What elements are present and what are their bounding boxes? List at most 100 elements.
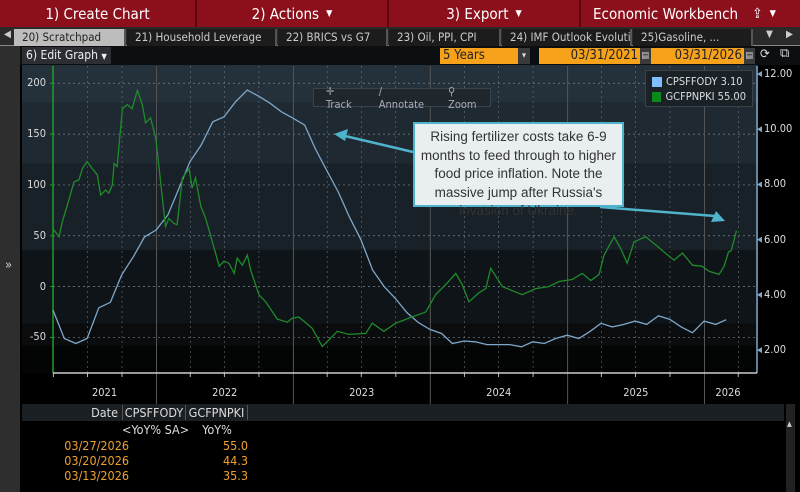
x-axis-year-label: 2021 [91, 386, 118, 399]
scroll-up-icon[interactable]: ▲ [787, 420, 792, 428]
right-axis-label: 10.00 [764, 122, 793, 136]
edit-graph-button[interactable]: 6) Edit Graph ▼ [22, 47, 111, 64]
col-date[interactable]: Date [91, 405, 118, 420]
left-axis-label: 200 [27, 76, 46, 90]
create-chart-button[interactable]: 1) Create Chart [0, 0, 197, 27]
chevron-down-icon: ▼ [515, 8, 522, 19]
left-axis-label: -50 [29, 330, 46, 344]
tab-scratchpad[interactable]: 20) Scratchpad [14, 29, 126, 46]
zoom-button[interactable]: ⚲ Zoom [436, 85, 490, 111]
legend-item-gcfpnpki[interactable]: GCFPNPKI 55.00 [652, 89, 746, 104]
arrowhead-icon [334, 129, 348, 141]
legend-swatch [652, 76, 662, 87]
left-axis-label: 100 [27, 177, 46, 191]
chevron-down-icon: ▼ [326, 8, 333, 19]
x-axis-year-label: 2024 [486, 386, 512, 399]
legend-value: 3.10 [720, 75, 743, 88]
data-table: Date CPSFFODY GCFPNPKI <YoY% SA> YoY% 03… [22, 404, 795, 492]
table-cell-date: 03/20/2026 [64, 453, 129, 468]
sub-gcfpnpki: YoY% [202, 422, 232, 437]
chevron-down-icon: ▼ [101, 52, 107, 61]
right-axis-label: 8.00 [764, 177, 787, 191]
edit-graph-label: 6) Edit Graph [26, 48, 98, 62]
right-axis-label: 4.00 [764, 287, 787, 301]
tab-bar: ◀ 20) Scratchpad 21) Household Leverage … [0, 27, 800, 46]
expand-panel-icon[interactable]: » [5, 258, 13, 273]
table-header: Date CPSFFODY GCFPNPKI [22, 404, 784, 421]
end-date-input[interactable]: 03/31/2026 [651, 48, 744, 64]
track-button[interactable]: ✛ Track [314, 85, 367, 111]
magnifier-icon: ⚲ [448, 84, 456, 98]
legend-label: GCFPNPKI [665, 90, 715, 103]
side-panel: » [0, 46, 20, 492]
right-axis-label: 6.00 [764, 232, 787, 246]
legend-value: 55.00 [717, 90, 746, 103]
annotation-arrow [344, 134, 414, 154]
app-title: Economic Workbench [593, 4, 739, 23]
tab-list-icon[interactable]: ▼ [766, 29, 773, 40]
annotate-label: Annotate [378, 97, 425, 111]
chevron-down-icon[interactable]: ▾ [518, 48, 530, 64]
right-tick [757, 347, 762, 354]
tab-gasoline[interactable]: 25)Gasoline, ... [633, 29, 753, 46]
calendar-icon[interactable]: ▤ [640, 48, 651, 64]
right-axis-label: 2.00 [764, 343, 787, 357]
export-label: 3) Export [446, 4, 509, 23]
tab-household-leverage[interactable]: 21) Household Leverage [127, 29, 277, 46]
right-tick [757, 126, 762, 133]
table-scrollbar[interactable]: ▲ [786, 404, 795, 492]
export-menu[interactable]: 3) Export ▼ [389, 0, 581, 27]
zoom-label: Zoom [448, 97, 477, 111]
actions-menu[interactable]: 2) Actions ▼ [197, 0, 389, 27]
series-line-cpsffody [52, 89, 727, 348]
tab-brics-vs-g7[interactable]: 22) BRICS vs G7 [278, 29, 388, 46]
share-icon[interactable]: ⇪ [752, 5, 763, 22]
arrowhead-icon [711, 211, 725, 222]
track-label: Track [326, 97, 352, 111]
chart-legend: CPSFFODY 3.10 GCFPNPKI 55.00 [645, 70, 753, 107]
left-axis-label: 50 [33, 228, 46, 242]
right-tick [757, 71, 762, 78]
chart-tools: ✛ Track ∕ Annotate ⚲ Zoom [313, 85, 491, 111]
right-axis-label: 12.00 [764, 67, 793, 80]
sub-cpsffody: <YoY% SA> [122, 422, 190, 437]
crosshair-icon: ✛ [326, 84, 335, 98]
legend-item-cpsffody[interactable]: CPSFFODY 3.10 [652, 74, 746, 89]
table-cell-gcfpnpki: 55.0 [222, 438, 248, 453]
col-gcfpnpki[interactable]: GCFPNPKI [186, 405, 248, 420]
table-cell-gcfpnpki: 35.3 [222, 468, 248, 483]
create-chart-label: 1) Create Chart [45, 4, 150, 23]
table-cell-gcfpnpki: 44.3 [222, 453, 248, 468]
chart-toolbar: 6) Edit Graph ▼ 5 Years ▾ 03/31/2021 ▤ 0… [20, 46, 800, 65]
table-cell-date: 03/27/2026 [64, 438, 129, 453]
tab-oil-ppi-cpi[interactable]: 23) Oil, PPI, CPI [389, 29, 501, 46]
table-cell-date: 03/13/2026 [64, 468, 129, 483]
right-tick [757, 181, 762, 188]
x-axis-year-label: 2025 [623, 386, 649, 399]
top-menu-bar: 1) Create Chart 2) Actions ▼ 3) Export ▼ E… [0, 0, 800, 27]
right-tick [757, 291, 762, 298]
actions-label: 2) Actions [251, 4, 320, 23]
tab-scroll-right-icon[interactable]: ▶ [786, 29, 793, 40]
x-axis-year-label: 2023 [349, 386, 375, 399]
popout-icon[interactable]: ⧉ [780, 46, 790, 61]
left-axis-label: 150 [27, 127, 46, 141]
legend-swatch [652, 91, 662, 102]
refresh-icon[interactable]: ⟳ [760, 47, 770, 62]
legend-label: CPSFFODY [666, 75, 718, 88]
annotation-callout[interactable]: Rising fertilizer costs take 6-9 months … [413, 122, 624, 218]
annotation-arrow [599, 205, 716, 218]
start-date-input[interactable]: 03/31/2021 [539, 48, 640, 64]
col-cpsffody[interactable]: CPSFFODY [122, 405, 186, 420]
pencil-icon: ∕ [378, 84, 383, 98]
tab-scroll-left-icon[interactable]: ◀ [4, 29, 11, 40]
tab-imf-outlook[interactable]: 24) IMF Outlook Evolution [502, 29, 632, 46]
period-select[interactable]: 5 Years [440, 48, 518, 64]
annotate-button[interactable]: ∕ Annotate [367, 85, 436, 111]
left-axis-label: 0 [39, 279, 46, 293]
chevron-down-icon[interactable]: ▼ [769, 8, 776, 19]
series-line-gcfpnpki [52, 88, 738, 348]
right-tick [757, 236, 762, 243]
line-chart [50, 66, 762, 404]
calendar-icon[interactable]: ▤ [744, 48, 755, 64]
